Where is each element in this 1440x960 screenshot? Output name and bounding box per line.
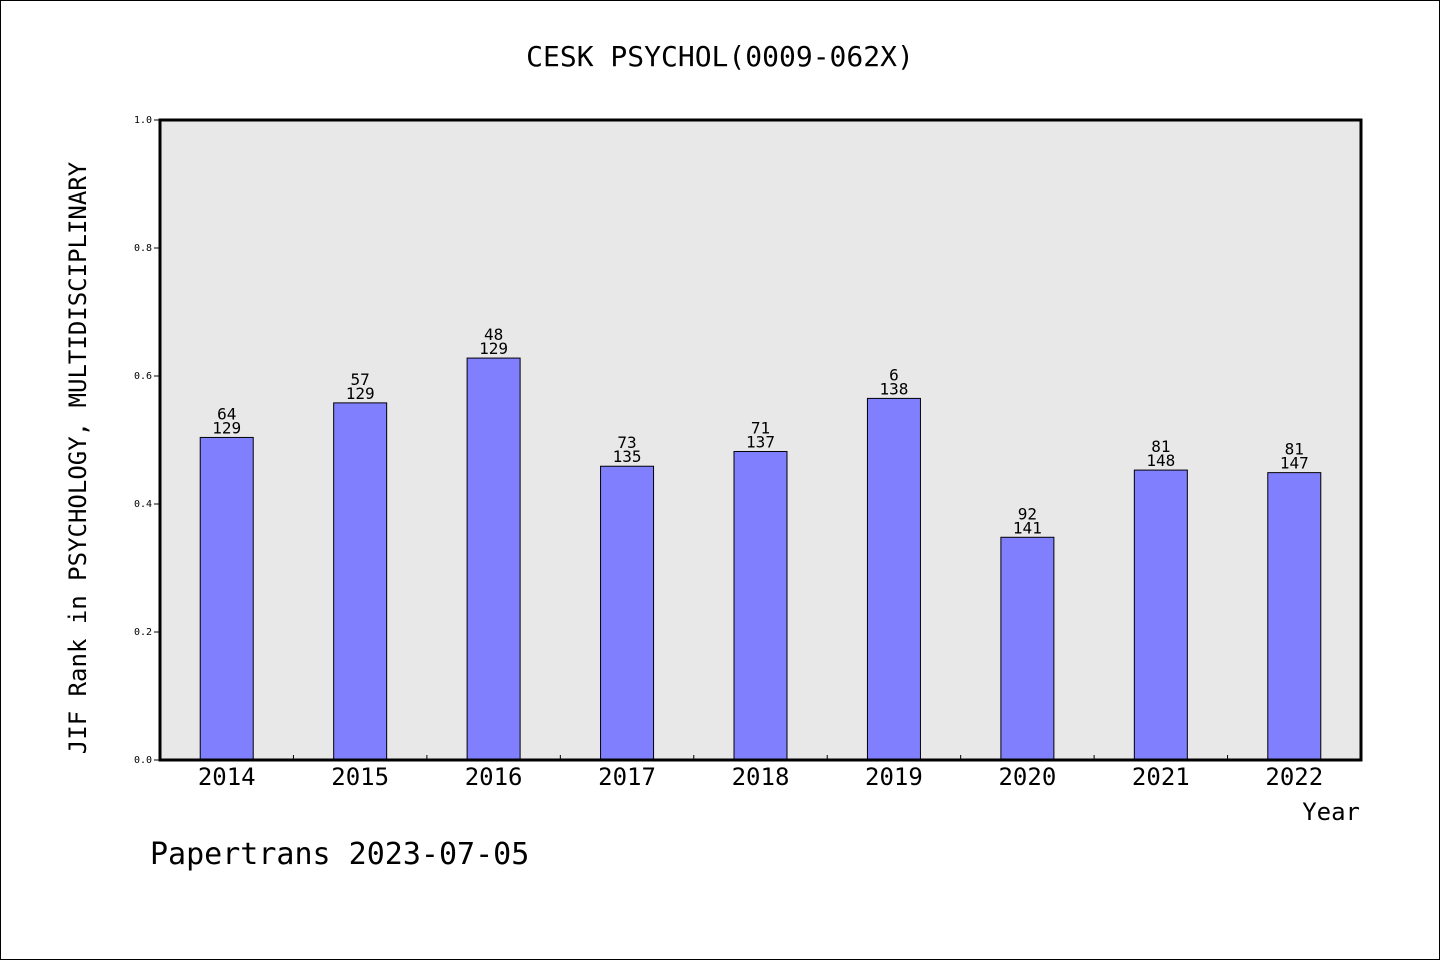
x-tick-label: 2016 [465, 763, 523, 791]
y-tick-label: 0.8 [134, 243, 152, 254]
bar-total-label: 129 [212, 418, 241, 437]
bar-rank-label: 48 [484, 325, 503, 344]
bar-2014 [199, 436, 254, 761]
bar-total-label: 129 [479, 339, 508, 358]
bar-rank-label: 71 [751, 419, 770, 438]
plot-border [158, 118, 1363, 762]
bar-rank-label: 6 [889, 365, 899, 384]
bar-2018 [733, 451, 788, 761]
bar-total-label: 147 [1280, 454, 1309, 473]
x-axis-label: Year [1302, 798, 1360, 826]
bar-total-label: 141 [1013, 518, 1042, 537]
x-tick-label: 2019 [865, 763, 923, 791]
x-tick-label: 2022 [1265, 763, 1323, 791]
bar-rank-label: 92 [1018, 504, 1037, 523]
x-tick-label: 2021 [1132, 763, 1190, 791]
bar-2020 [1000, 536, 1055, 761]
bar-total-label: 138 [879, 379, 908, 398]
bar-rank-label: 81 [1151, 437, 1170, 456]
bar-2019 [866, 397, 921, 761]
x-tick-label: 2015 [331, 763, 389, 791]
bar-2016 [466, 357, 521, 761]
x-tick-label: 2017 [598, 763, 656, 791]
bar-2017 [600, 465, 655, 761]
x-tick-label: 2020 [998, 763, 1056, 791]
bar-total-label: 148 [1146, 451, 1175, 470]
bar-2021 [1133, 469, 1188, 761]
chart-title: CESK PSYCHOL(0009-062X) [526, 40, 914, 73]
bar-rank-label: 73 [617, 433, 636, 452]
y-tick-label: 0.4 [134, 499, 152, 510]
bar-2015 [333, 402, 388, 761]
y-tick-label: 0.6 [134, 371, 152, 382]
x-tick-label: 2018 [732, 763, 790, 791]
bar-rank-label: 57 [351, 370, 370, 389]
y-tick-label: 1.0 [134, 115, 152, 126]
y-tick-label: 0.2 [134, 627, 152, 638]
bar-total-label: 129 [346, 384, 375, 403]
bar-2022 [1267, 472, 1322, 761]
bar-total-label: 135 [613, 447, 642, 466]
bar-total-label: 137 [746, 433, 775, 452]
bar-rank-label: 81 [1285, 440, 1304, 459]
x-tick-label: 2014 [198, 763, 256, 791]
y-axis-label: JIF Rank in PSYCHOLOGY, MULTIDISCIPLINAR… [64, 161, 92, 754]
y-tick-label: 0.0 [134, 755, 152, 766]
footer-text: Papertrans 2023-07-05 [150, 837, 529, 872]
bar-rank-label: 64 [217, 404, 236, 423]
